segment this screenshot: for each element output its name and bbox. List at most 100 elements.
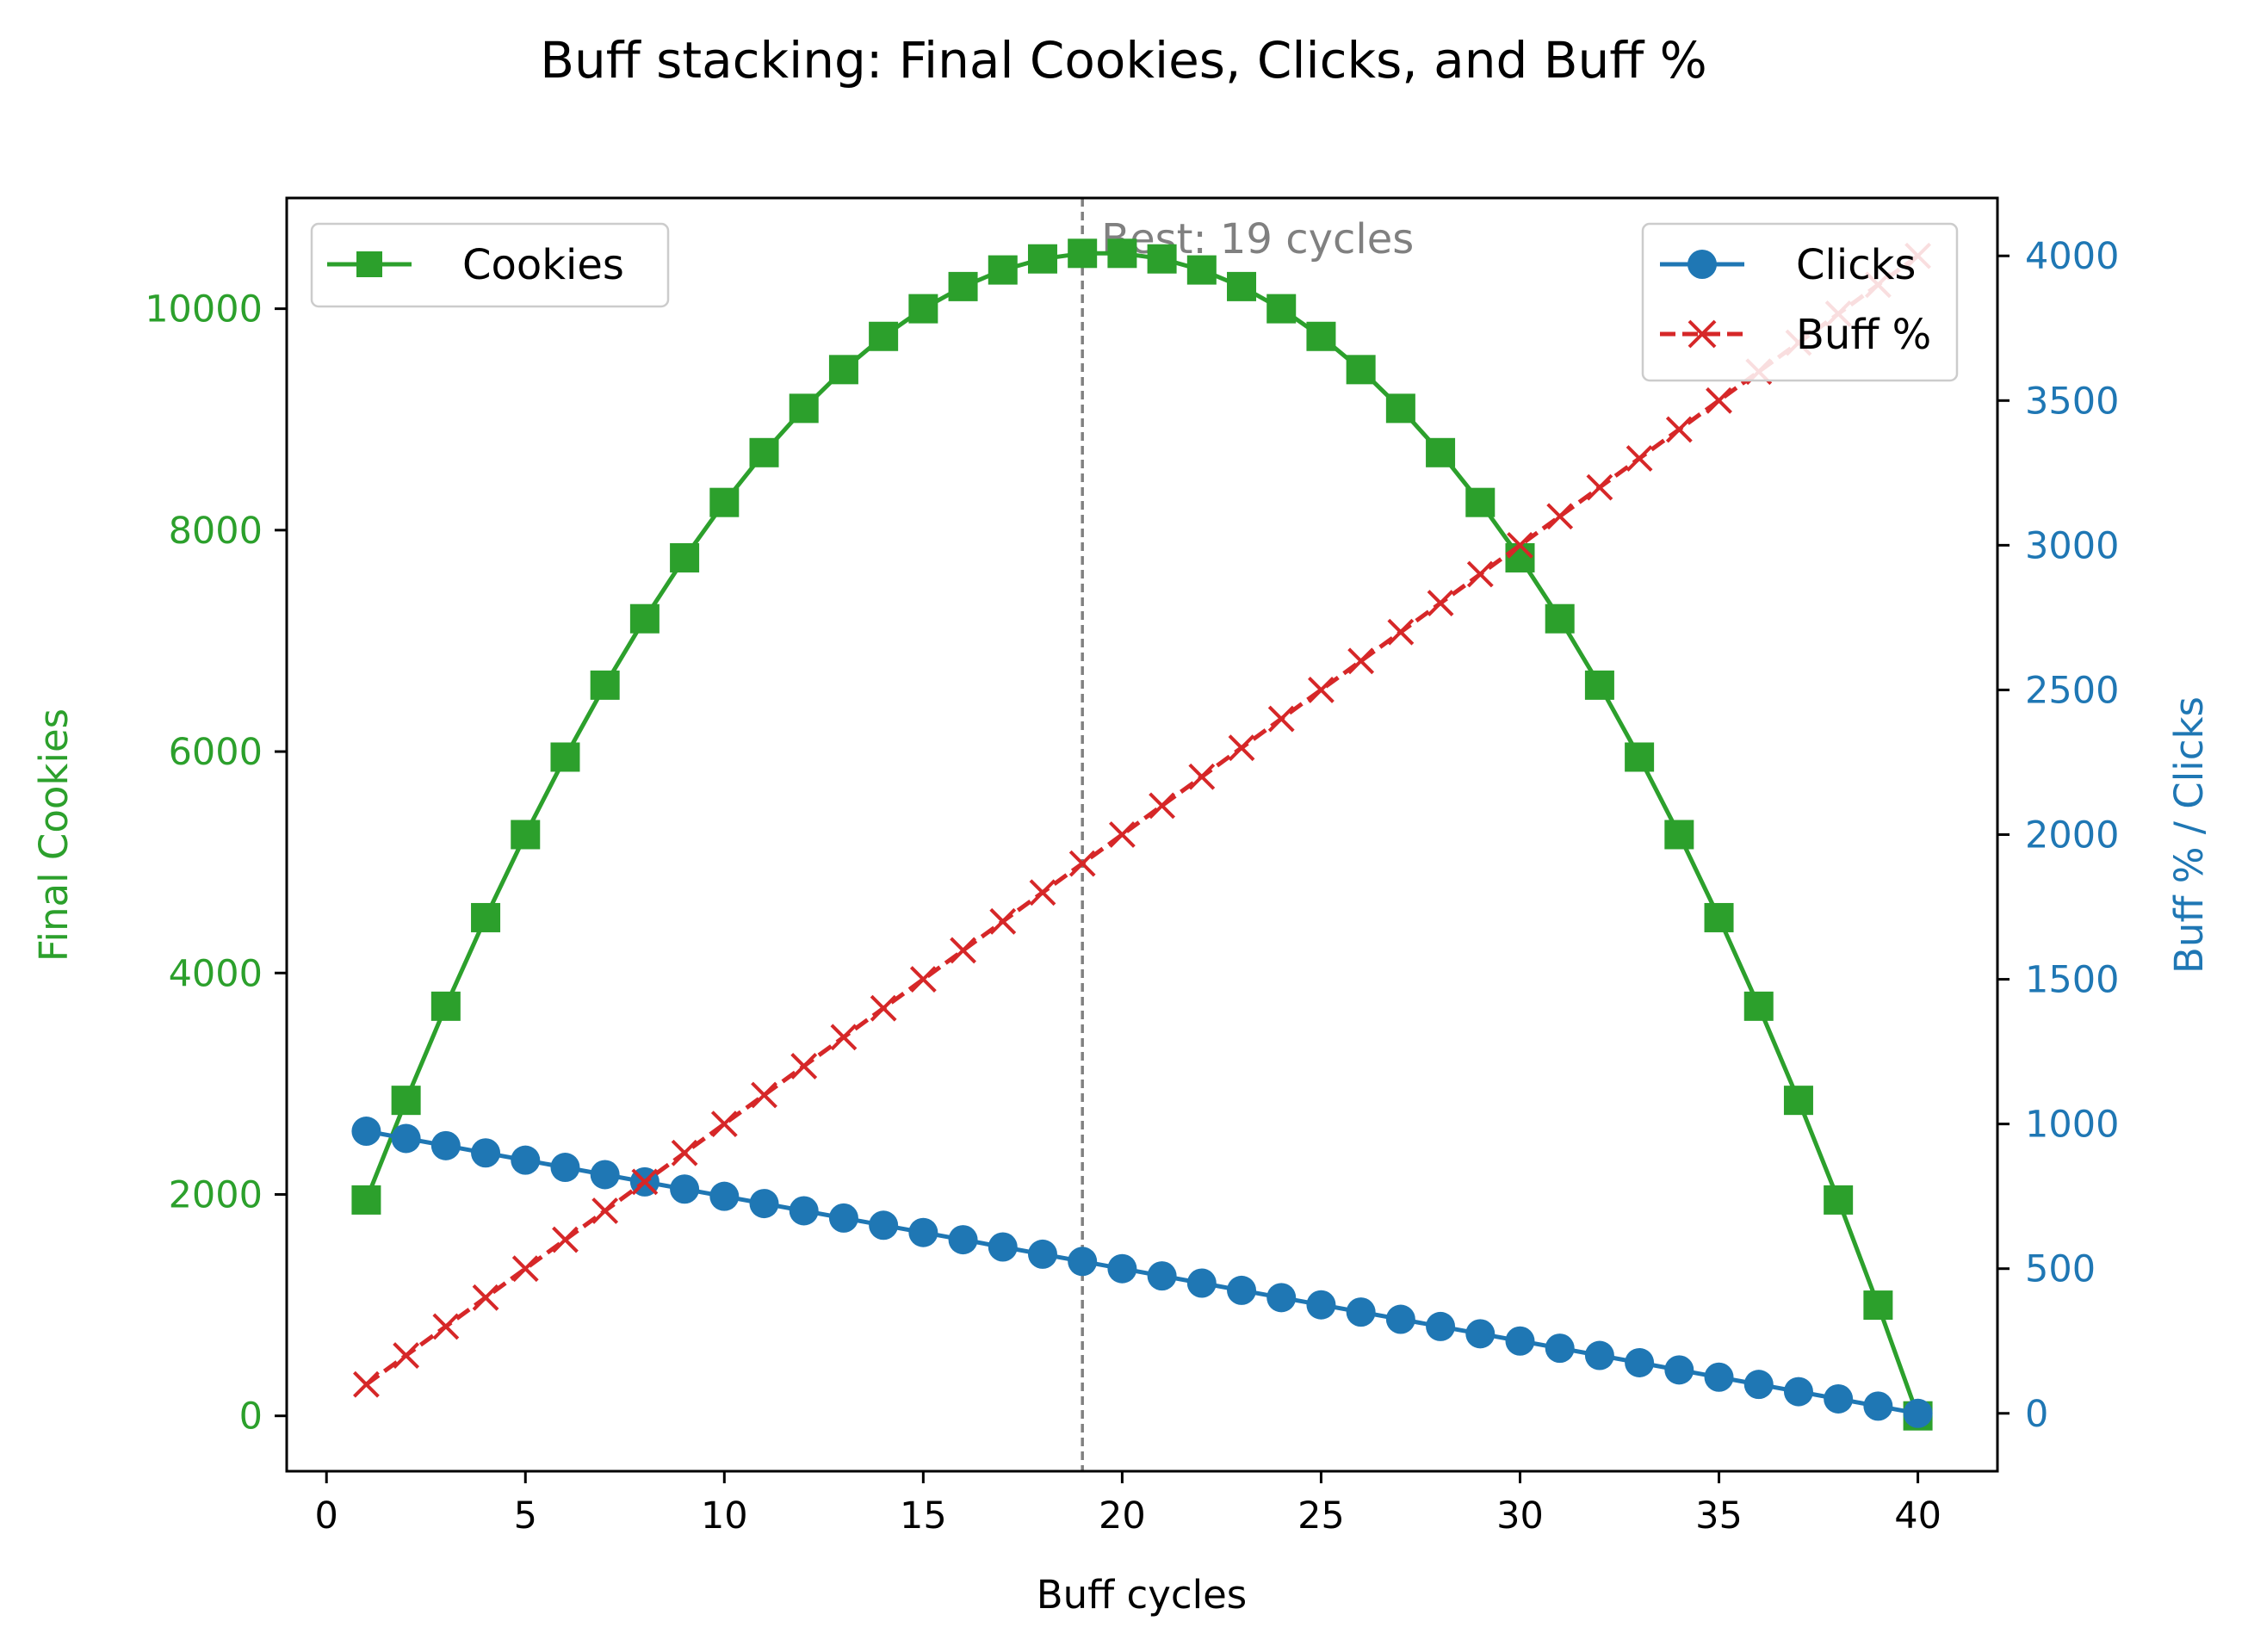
series-cookies-point xyxy=(869,321,899,351)
series-buff-point xyxy=(1068,850,1096,877)
series-clicks-point xyxy=(1824,1383,1854,1414)
series-buff-point xyxy=(950,937,976,964)
series-cookies-point xyxy=(550,742,580,772)
series-buff-point xyxy=(631,1168,659,1196)
y-left-tick-label: 2000 xyxy=(169,1173,263,1216)
series-clicks-point xyxy=(1107,1253,1137,1284)
series-cookies-point xyxy=(828,355,858,385)
series-buff-point xyxy=(1149,792,1176,820)
y-right-tick-label: 1500 xyxy=(2025,959,2119,1002)
series-cookies-point xyxy=(709,487,740,517)
series-cookies-point xyxy=(1783,1086,1813,1116)
y-left-tick-label: 0 xyxy=(239,1395,263,1439)
y-left-tick-label: 8000 xyxy=(169,510,263,553)
series-clicks-point xyxy=(351,1117,381,1147)
series-cookies-point xyxy=(1863,1290,1893,1321)
legend-buff-marker xyxy=(1688,319,1717,349)
series-clicks-point xyxy=(1465,1319,1496,1349)
series-cookies-point xyxy=(1266,294,1297,324)
legend-cookies-marker xyxy=(356,251,382,277)
series-clicks-point xyxy=(1147,1261,1177,1291)
series-buff-point xyxy=(1586,473,1613,501)
series-buff-point xyxy=(1108,821,1136,848)
series-buff-point xyxy=(1188,763,1216,790)
series-clicks-point xyxy=(391,1123,421,1154)
legend-clicks-marker xyxy=(1688,250,1717,279)
legend-clicks-label: Clicks xyxy=(1796,241,1916,289)
y-axis-right-label: Buff % / Clicks xyxy=(2166,696,2212,974)
series-cookies-point xyxy=(670,542,700,572)
series-buff-point xyxy=(830,1024,858,1051)
series-cookies-point xyxy=(511,820,541,850)
x-tick-label: 40 xyxy=(1894,1494,1941,1538)
series-buff-point xyxy=(1387,618,1415,646)
series-buff-point xyxy=(1347,647,1375,675)
series-clicks-point xyxy=(988,1232,1018,1262)
series-clicks-point xyxy=(1704,1362,1734,1392)
x-tick-label: 30 xyxy=(1496,1494,1544,1538)
series-clicks-point xyxy=(948,1225,978,1255)
series-buff-point xyxy=(432,1313,460,1340)
series-clicks-point xyxy=(1743,1370,1774,1400)
series-cookies-point xyxy=(1306,321,1336,351)
series-cookies-line xyxy=(364,251,1920,1417)
series-clicks-point xyxy=(1266,1283,1297,1313)
y-left-tick-label: 10000 xyxy=(145,288,263,331)
series-buff-point xyxy=(353,1370,380,1398)
series-buff-point xyxy=(1267,705,1295,733)
series-clicks-point xyxy=(471,1138,501,1168)
series-buff-point xyxy=(1427,590,1454,617)
series-buff-point xyxy=(472,1284,499,1311)
y-left-tick-label: 6000 xyxy=(169,731,263,774)
series-buff-point xyxy=(1466,560,1494,588)
series-clicks-point xyxy=(749,1189,779,1219)
series-buff-point xyxy=(1665,416,1693,443)
series-clicks-point xyxy=(1068,1247,1098,1277)
series-buff-point xyxy=(1507,531,1533,559)
series-buff-point xyxy=(1626,445,1653,472)
series-clicks-point xyxy=(1027,1239,1057,1269)
series-cookies-point xyxy=(1505,542,1535,572)
series-buff-point xyxy=(1308,677,1335,703)
series-clicks-point xyxy=(511,1145,541,1175)
series-buff-point xyxy=(751,1081,777,1109)
x-tick-label: 20 xyxy=(1099,1494,1146,1538)
series-clicks-point xyxy=(1186,1268,1217,1298)
y-left-tick-label: 4000 xyxy=(169,952,263,995)
series-clicks-line xyxy=(365,1129,1919,1416)
series-buff-point xyxy=(989,907,1017,935)
series-clicks-point xyxy=(1903,1398,1933,1428)
series-cookies-point xyxy=(908,294,938,324)
x-tick-label: 25 xyxy=(1297,1494,1345,1538)
series-clicks-point xyxy=(1863,1391,1893,1421)
series-cookies-point xyxy=(1704,902,1734,932)
series-clicks-point xyxy=(430,1130,461,1160)
series-cookies-point xyxy=(1385,393,1415,424)
series-buff-point xyxy=(1546,503,1574,530)
series-buff-point xyxy=(870,994,897,1022)
y-right-tick-label: 4000 xyxy=(2025,235,2119,278)
series-cookies-point xyxy=(1107,238,1137,269)
series-clicks-point xyxy=(590,1160,620,1190)
y-right-tick-label: 3000 xyxy=(2025,524,2119,567)
y-right-tick-label: 1000 xyxy=(2025,1104,2119,1147)
series-cookies-point xyxy=(1664,820,1694,850)
series-clicks-point xyxy=(1385,1304,1415,1334)
series-cookies-point xyxy=(789,393,819,424)
series-clicks-point xyxy=(550,1153,580,1183)
series-cookies-point xyxy=(1545,603,1575,634)
series-buff-point xyxy=(909,966,937,993)
series-buff-point xyxy=(552,1226,579,1253)
series-clicks-point xyxy=(1346,1297,1376,1327)
series-clicks-point xyxy=(670,1174,700,1204)
series-cookies-point xyxy=(471,902,501,932)
legend-cookies-label: Cookies xyxy=(462,241,624,289)
series-cookies-point xyxy=(1824,1185,1854,1215)
chart-title: Buff stacking: Final Cookies, Clicks, an… xyxy=(540,31,1707,90)
series-cookies-point xyxy=(1465,487,1496,517)
series-clicks-point xyxy=(1783,1377,1813,1407)
series-clicks-point xyxy=(1426,1311,1456,1341)
series-cookies-point xyxy=(1346,355,1376,385)
y-right-tick-label: 2500 xyxy=(2025,669,2119,712)
series-clicks-point xyxy=(1664,1355,1694,1385)
